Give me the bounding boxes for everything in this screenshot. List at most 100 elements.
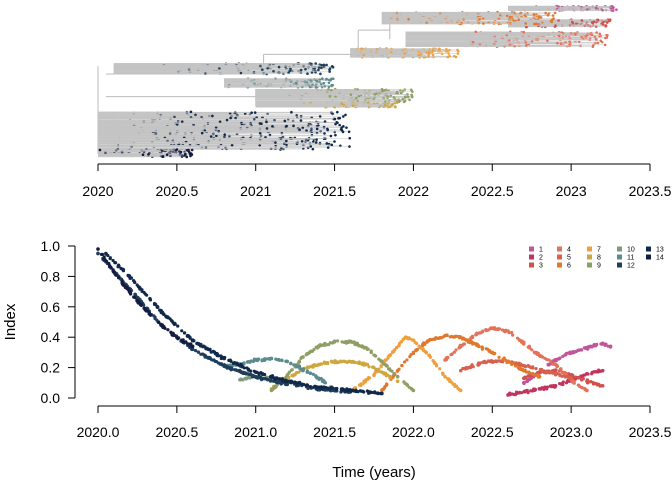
- series-14: [96, 247, 195, 349]
- tree-tip: [561, 32, 565, 35]
- data-point: [523, 390, 527, 394]
- tree-tip: [183, 153, 187, 157]
- tree-tip: [456, 52, 460, 55]
- data-point: [368, 391, 372, 395]
- data-point: [319, 362, 324, 366]
- x-tick-label: 2023.0: [550, 424, 593, 440]
- data-point: [342, 359, 346, 363]
- tree-tip: [505, 14, 509, 18]
- tree-tip: [580, 36, 583, 39]
- tree-tip: [607, 18, 611, 22]
- data-point: [569, 376, 573, 381]
- data-point: [379, 364, 383, 369]
- tree-tip: [381, 89, 384, 93]
- data-point: [185, 342, 190, 346]
- tree-tip: [328, 67, 332, 70]
- data-point: [139, 303, 143, 307]
- tree-tip: [395, 91, 399, 94]
- data-point: [214, 360, 219, 364]
- tree-tip: [218, 120, 222, 124]
- data-point: [458, 368, 463, 373]
- tree-tip: [446, 50, 449, 53]
- y-tick-label: 0.4: [41, 329, 61, 345]
- data-point: [180, 329, 184, 333]
- data-point: [102, 256, 106, 261]
- data-point: [136, 301, 140, 305]
- tree-tip: [512, 19, 516, 23]
- x-tick-label: 2020.5: [155, 424, 198, 440]
- tree-tip: [360, 47, 363, 51]
- tree-tip: [403, 51, 406, 55]
- tree-tip: [437, 47, 441, 51]
- tree-tip: [605, 21, 609, 24]
- data-point: [280, 378, 284, 382]
- data-point: [238, 364, 242, 368]
- tree-tip: [330, 65, 334, 68]
- tree-tip: [243, 112, 247, 116]
- data-point: [190, 344, 195, 349]
- data-point: [344, 339, 348, 344]
- tree-tip: [348, 145, 351, 148]
- tree-tip: [611, 6, 615, 9]
- data-point: [553, 384, 558, 388]
- tree-tip: [192, 123, 195, 127]
- tree-tip: [325, 142, 329, 145]
- data-point: [493, 359, 497, 363]
- data-point: [297, 365, 302, 369]
- tree-tip: [604, 24, 608, 27]
- data-point: [439, 336, 443, 340]
- tree-tip: [580, 19, 584, 22]
- data-point: [585, 388, 589, 393]
- data-point: [522, 368, 526, 373]
- legend-label: 9: [597, 263, 601, 270]
- tree-clade-9: [255, 87, 414, 104]
- tree-tip: [299, 68, 303, 72]
- tree-tip: [561, 42, 565, 45]
- data-point: [348, 359, 353, 364]
- data-point: [246, 360, 250, 364]
- data-point: [359, 382, 363, 386]
- tree-tip: [211, 114, 214, 118]
- tree-tip: [190, 148, 194, 152]
- data-point: [529, 389, 533, 393]
- tree-tip: [315, 127, 319, 131]
- tree-tip: [546, 13, 550, 17]
- tree-tip: [522, 30, 526, 34]
- scatter-panel: 2020.0 2020.5 2021.0 2021.5 2022.0 2022.5 2023…: [2, 238, 672, 480]
- legend-swatch: [617, 246, 622, 252]
- data-point: [143, 308, 148, 312]
- data-point: [545, 370, 549, 374]
- legend-swatch: [587, 262, 592, 268]
- data-point: [153, 317, 157, 321]
- tree-tip: [320, 63, 323, 67]
- data-point: [407, 385, 411, 389]
- tree-tip: [599, 39, 603, 42]
- tree-tip: [317, 68, 320, 72]
- tree-tip: [585, 34, 589, 37]
- tree-tip: [330, 77, 333, 81]
- tree-tip: [289, 80, 293, 83]
- legend-label: 13: [656, 247, 664, 254]
- data-point: [353, 386, 358, 390]
- data-point: [185, 333, 190, 338]
- data-point: [166, 328, 170, 332]
- tree-tip: [342, 125, 345, 128]
- tree-tip: [305, 80, 309, 84]
- data-point: [441, 372, 445, 376]
- data-point: [360, 361, 364, 365]
- data-point: [208, 356, 212, 360]
- data-point: [443, 374, 447, 379]
- tree-tip: [372, 102, 376, 106]
- data-point: [176, 324, 180, 328]
- data-point: [537, 353, 542, 358]
- data-point: [486, 359, 490, 363]
- data-point: [200, 352, 205, 356]
- tree-tip: [462, 18, 465, 21]
- tree-tip: [373, 93, 377, 96]
- data-point: [188, 342, 192, 346]
- data-point: [547, 363, 551, 367]
- tree-tip: [325, 63, 328, 67]
- series-1: [522, 341, 613, 386]
- data-point: [395, 379, 400, 384]
- data-point: [458, 344, 463, 349]
